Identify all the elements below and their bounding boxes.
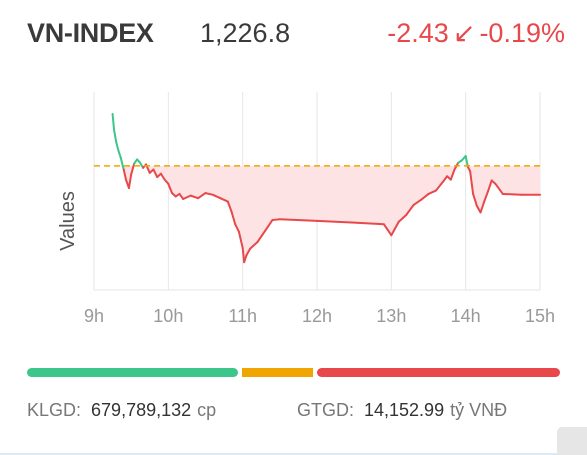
series-segment — [245, 247, 252, 257]
trade-value-unit: tỷ VNĐ — [450, 400, 508, 420]
index-name: VN-INDEX — [27, 18, 154, 48]
series-segment — [394, 220, 400, 230]
series-segment — [111, 112, 116, 131]
volume-value: 679,789,132 — [91, 400, 192, 420]
value-group: GTGD: 14,152.99 tỷ VNĐ — [297, 400, 507, 421]
series-segment — [117, 149, 122, 159]
series-segment — [353, 221, 385, 226]
series-segment — [119, 156, 125, 171]
x-tick-label: 9h — [84, 306, 104, 326]
trade-value-label: GTGD: — [297, 400, 354, 420]
volume-unit: cp — [197, 400, 217, 420]
series-segment — [182, 194, 192, 201]
index-value: 1,226.8 — [200, 18, 291, 48]
x-tick-label: 11h — [228, 306, 257, 326]
breadth-bar-advancing — [27, 368, 239, 377]
series-segment — [159, 172, 166, 181]
index-header: VN-INDEX 1,226.8 -2.43 ↙ -0.19% — [27, 18, 567, 54]
series-segment — [420, 192, 430, 201]
volume-group: KLGD: 679,789,132 cp — [27, 400, 216, 421]
series-segment — [501, 192, 523, 196]
series-segment — [469, 170, 475, 195]
change-points: -2.43 — [387, 18, 449, 48]
series-segment — [243, 254, 248, 264]
volume-label: KLGD: — [27, 400, 82, 420]
series-segment — [412, 198, 423, 206]
series-segment — [263, 219, 274, 233]
series-segment — [230, 210, 237, 226]
x-tick-label: 12h — [302, 306, 332, 326]
series-segment — [226, 200, 233, 213]
series-segment — [427, 189, 437, 195]
series-segment — [167, 182, 174, 195]
x-tick-label: 15h — [525, 306, 555, 326]
down-arrow-icon: ↙ — [452, 18, 476, 48]
breadth-bar-declining — [316, 368, 560, 377]
series-segment — [442, 175, 449, 183]
series-segment — [256, 230, 266, 243]
breadth-bar-unchanged — [242, 368, 313, 377]
series-segment — [113, 128, 118, 144]
x-tick-label: 10h — [153, 306, 183, 326]
series-segment — [189, 194, 200, 200]
series-segment — [178, 192, 185, 201]
series-segment — [122, 168, 127, 181]
change-percent: -0.19% — [479, 18, 565, 48]
series-segment — [483, 190, 489, 203]
series-segment — [211, 193, 222, 200]
x-tick-label: 13h — [376, 306, 406, 326]
scroll-corner-button[interactable] — [557, 427, 587, 455]
series-segment — [127, 173, 133, 190]
series-segment — [479, 200, 486, 214]
series-segment — [472, 192, 478, 207]
series-segment — [115, 141, 120, 152]
series-segment — [434, 180, 445, 192]
series-segment — [382, 223, 393, 237]
series-segment — [204, 192, 214, 196]
series-segment — [219, 197, 229, 203]
series-segment — [197, 192, 207, 200]
series-segment — [234, 223, 240, 233]
series-segment — [130, 162, 136, 176]
series-segment — [397, 214, 408, 223]
series-segment — [249, 240, 259, 250]
series-segment — [494, 182, 504, 195]
series-segment — [316, 219, 356, 224]
series-segment — [486, 179, 493, 193]
series-segment — [405, 203, 415, 217]
bottom-divider — [0, 453, 587, 455]
y-axis-label: Values — [57, 191, 79, 251]
series-segment — [390, 227, 397, 237]
series-segment — [449, 168, 456, 181]
intraday-chart: 9h 10h 11h 12h 13h 14h 15h Values — [57, 92, 555, 326]
trade-value: 14,152.99 — [364, 400, 445, 420]
series-segment — [152, 168, 159, 179]
below-reference-area — [112, 165, 540, 263]
series-segment — [278, 218, 318, 222]
index-change: -2.43 ↙ -0.19% — [387, 18, 565, 49]
series-segment — [237, 230, 244, 249]
x-tick-label: 14h — [451, 306, 481, 326]
series-segment — [271, 218, 281, 222]
